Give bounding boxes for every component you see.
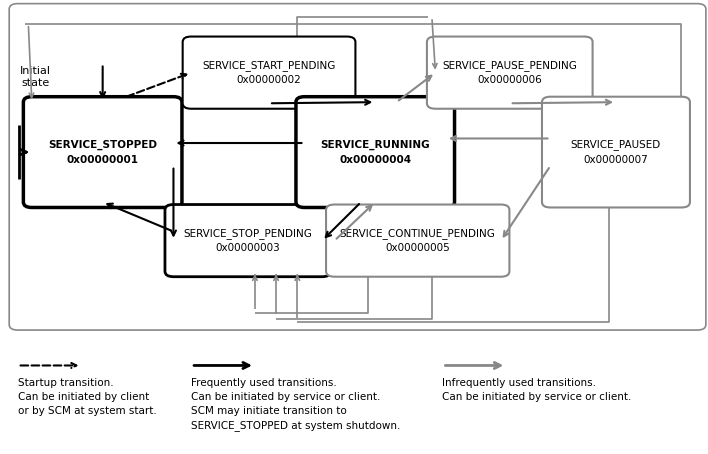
FancyBboxPatch shape	[542, 97, 690, 207]
FancyBboxPatch shape	[9, 4, 706, 330]
FancyBboxPatch shape	[326, 204, 510, 276]
FancyBboxPatch shape	[183, 37, 355, 109]
Text: SERVICE_STOP_PENDING
0x00000003: SERVICE_STOP_PENDING 0x00000003	[183, 228, 312, 253]
Text: SERVICE_START_PENDING
0x00000002: SERVICE_START_PENDING 0x00000002	[202, 60, 336, 85]
Text: SERVICE_PAUSE_PENDING
0x00000006: SERVICE_PAUSE_PENDING 0x00000006	[442, 60, 577, 85]
FancyBboxPatch shape	[165, 204, 331, 276]
Text: SERVICE_STOPPED
0x00000001: SERVICE_STOPPED 0x00000001	[48, 139, 157, 165]
Text: Startup transition.
Can be initiated by client
or by SCM at system start.: Startup transition. Can be initiated by …	[18, 378, 156, 416]
FancyBboxPatch shape	[23, 97, 182, 207]
Text: Initial
state: Initial state	[20, 66, 51, 88]
Text: SERVICE_RUNNING
0x00000004: SERVICE_RUNNING 0x00000004	[321, 139, 430, 165]
Text: SERVICE_CONTINUE_PENDING
0x00000005: SERVICE_CONTINUE_PENDING 0x00000005	[340, 228, 496, 253]
Text: Infrequently used transitions.
Can be initiated by service or client.: Infrequently used transitions. Can be in…	[442, 378, 632, 402]
Text: Frequently used transitions.
Can be initiated by service or client.
SCM may init: Frequently used transitions. Can be init…	[191, 378, 401, 431]
Text: SERVICE_PAUSED
0x00000007: SERVICE_PAUSED 0x00000007	[571, 139, 661, 165]
FancyBboxPatch shape	[427, 37, 593, 109]
FancyBboxPatch shape	[296, 97, 455, 207]
